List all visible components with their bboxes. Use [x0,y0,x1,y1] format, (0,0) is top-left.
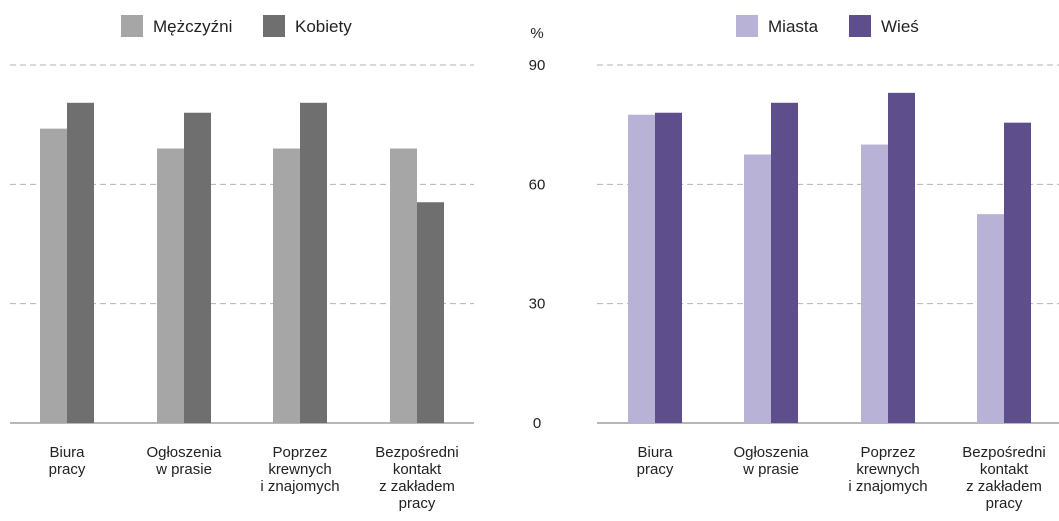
y-tick-label: 0 [533,415,541,432]
category-label: Biura pracy [637,444,674,478]
legend-label: Wieś [881,17,919,36]
bar-2-2-2 [771,102,798,424]
y-tick-label: 90 [529,57,546,74]
bar-2-1-2 [744,154,771,423]
chart-panel-1: Biura pracy Ogłoszenia w prasie Poprzez krewn… [10,15,474,512]
bar-1-2-4 [417,202,444,423]
bar-1-2-3 [300,102,327,424]
bar-1-2-1 [67,102,94,424]
legend-swatch [849,15,871,37]
bar-2-2-1 [655,112,682,423]
bar-2-2-4 [1004,122,1031,423]
legend-label: Kobiety [295,17,352,36]
bar-2-2-3 [888,92,915,423]
category-label: Bezpośredni kontakt z zakładem pracy [962,444,1045,512]
legend-swatch [736,15,758,37]
bar-2-1-1 [628,114,655,423]
bar-1-2-2 [184,112,211,423]
bar-2-1-4 [977,214,1004,423]
y-tick-label: 30 [529,296,546,313]
legend-swatch [121,15,143,37]
category-label: Bezpośredni kontakt z zakładem pracy [375,444,458,512]
category-label: Poprzez krewnych i znajomych [260,444,339,495]
y-tick-label: 60 [529,176,546,193]
legend-label: Miasta [768,17,819,36]
category-label: Ogłoszenia w prasie [733,444,809,478]
category-label: Ogłoszenia w prasie [146,444,222,478]
chart-panel-2: 0 30 60 90% Biura pracy Ogłoszenia w prasie Popr… [529,15,1059,512]
bar-1-1-3 [273,148,300,424]
bar-1-1-1 [40,128,67,423]
bar-1-1-2 [157,148,184,424]
y-axis-unit: % [530,25,543,42]
legend-swatch [263,15,285,37]
category-label: Poprzez krewnych i znajomych [848,444,927,495]
legend-label: Mężczyźni [153,17,232,36]
bar-1-1-4 [390,148,417,424]
category-label: Biura pracy [49,444,86,478]
bar-2-1-3 [861,144,888,424]
